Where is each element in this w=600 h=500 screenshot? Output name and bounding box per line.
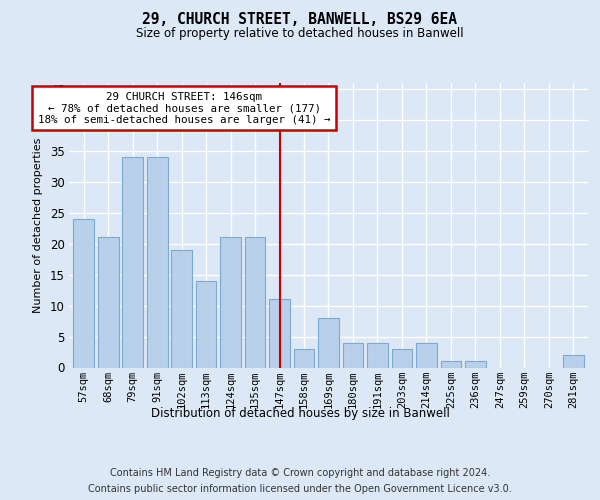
Text: Contains HM Land Registry data © Crown copyright and database right 2024.: Contains HM Land Registry data © Crown c… [110,468,490,477]
Text: Contains public sector information licensed under the Open Government Licence v3: Contains public sector information licen… [88,484,512,494]
Bar [196,281,217,368]
Text: Size of property relative to detached houses in Banwell: Size of property relative to detached ho… [136,28,464,40]
Bar [269,300,290,368]
Bar [416,342,437,367]
Bar [343,342,364,367]
Bar [465,362,486,368]
Bar [73,219,94,368]
Bar [98,238,119,368]
Bar [440,362,461,368]
Bar [392,349,412,368]
Bar [171,250,192,368]
Bar [220,238,241,368]
Text: 29, CHURCH STREET, BANWELL, BS29 6EA: 29, CHURCH STREET, BANWELL, BS29 6EA [143,12,458,28]
Bar [367,342,388,367]
Bar [563,355,584,368]
Y-axis label: Number of detached properties: Number of detached properties [33,138,43,312]
Bar [245,238,265,368]
Bar [147,157,167,368]
Bar [318,318,339,368]
Bar [122,157,143,368]
Text: 29 CHURCH STREET: 146sqm
← 78% of detached houses are smaller (177)
18% of semi-: 29 CHURCH STREET: 146sqm ← 78% of detach… [38,92,331,125]
Bar [293,349,314,368]
Text: Distribution of detached houses by size in Banwell: Distribution of detached houses by size … [151,408,449,420]
